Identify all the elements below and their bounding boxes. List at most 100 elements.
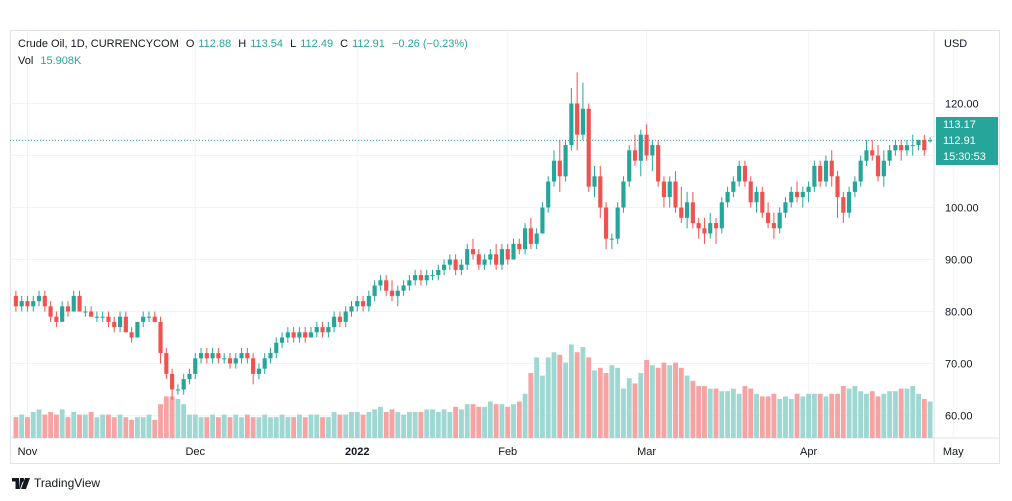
candle-body bbox=[285, 332, 290, 338]
volume-bar bbox=[163, 396, 169, 438]
x-tick-label: 2022 bbox=[345, 446, 369, 458]
candle-body bbox=[696, 223, 701, 229]
candle-body bbox=[835, 176, 840, 198]
candle-body bbox=[251, 358, 256, 374]
volume-bar bbox=[661, 362, 667, 438]
candle-body bbox=[690, 202, 695, 224]
volume-bar bbox=[325, 417, 331, 438]
low-value: 112.49 bbox=[300, 38, 334, 50]
symbol-label[interactable]: Crude Oil, 1D, CURRENCYCOM bbox=[18, 38, 179, 50]
volume-legend: Vol 15.908K bbox=[18, 55, 85, 67]
volume-bar bbox=[545, 357, 551, 438]
candle-body bbox=[13, 295, 18, 307]
volume-bar bbox=[910, 386, 916, 438]
brand-label[interactable]: TradingView bbox=[34, 476, 101, 490]
volume-bar bbox=[673, 362, 678, 438]
volume-bar bbox=[273, 417, 279, 438]
candle-body bbox=[615, 207, 620, 239]
volume-bar bbox=[389, 409, 395, 438]
volume-bar bbox=[77, 414, 82, 438]
candle-body bbox=[123, 316, 128, 333]
volume-bar bbox=[713, 388, 719, 438]
candle-body bbox=[210, 353, 215, 359]
volume-bar bbox=[615, 367, 621, 438]
ohlc-legend: Crude Oil, 1D, CURRENCYCOM O 112.88 H 113.… bbox=[18, 38, 472, 50]
volume-bar bbox=[53, 414, 59, 438]
candle-body bbox=[852, 181, 857, 192]
tradingview-logo-icon[interactable] bbox=[12, 477, 30, 489]
candle-body bbox=[384, 280, 389, 291]
volume-bar bbox=[268, 417, 273, 438]
volume-bar bbox=[621, 388, 626, 438]
volume-bar bbox=[748, 388, 754, 438]
volume-bar bbox=[140, 417, 146, 438]
footer: TradingView bbox=[12, 476, 100, 490]
volume-bar bbox=[331, 412, 337, 438]
volume-bar bbox=[730, 388, 736, 438]
volume-bar bbox=[609, 365, 615, 438]
candle-body bbox=[42, 295, 47, 307]
candle-body bbox=[256, 368, 261, 374]
y-tick-label: 80.00 bbox=[945, 307, 973, 319]
volume-bar bbox=[25, 417, 30, 438]
volume-bar bbox=[563, 362, 569, 438]
volume-bar bbox=[875, 396, 881, 438]
candle-body bbox=[245, 353, 250, 359]
x-tick-label: Dec bbox=[185, 446, 205, 458]
x-tick-label: Apr bbox=[800, 446, 817, 458]
volume-bar bbox=[435, 412, 441, 438]
currency-label[interactable]: USD bbox=[944, 38, 968, 50]
volume-key[interactable]: Vol bbox=[18, 55, 34, 67]
volume-bar bbox=[94, 417, 100, 438]
candle-body bbox=[841, 197, 846, 213]
volume-bar bbox=[476, 406, 482, 438]
candle-body bbox=[598, 176, 603, 208]
countdown-badge: 15:30:53 bbox=[936, 149, 998, 165]
volume-bar bbox=[864, 393, 869, 438]
volume-bar bbox=[869, 391, 875, 438]
candle-body bbox=[366, 295, 371, 307]
candle-body bbox=[164, 353, 169, 374]
candle-body bbox=[546, 181, 551, 208]
candle-body bbox=[378, 280, 383, 286]
chart-frame bbox=[10, 30, 1000, 464]
volume-bar bbox=[412, 412, 418, 438]
candle-body bbox=[528, 228, 533, 244]
candle-body bbox=[685, 202, 690, 218]
volume-bar bbox=[13, 417, 19, 438]
volume-bar bbox=[48, 412, 54, 438]
candle-body bbox=[823, 160, 829, 182]
volume-value: 15.908K bbox=[40, 55, 82, 67]
volume-bar bbox=[100, 414, 106, 438]
candle-body bbox=[303, 332, 308, 338]
y-tick-label: 60.00 bbox=[945, 411, 973, 423]
volume-bar bbox=[568, 344, 574, 438]
volume-bar bbox=[649, 365, 655, 438]
volume-bar bbox=[36, 409, 42, 438]
volume-bar bbox=[470, 404, 476, 438]
candle-body bbox=[94, 316, 99, 318]
volume-bar bbox=[482, 406, 488, 438]
volume-bar bbox=[667, 365, 673, 438]
volume-bar bbox=[580, 347, 586, 438]
volume-bar bbox=[123, 417, 129, 438]
candle-body bbox=[262, 358, 267, 369]
volume-bar bbox=[366, 412, 372, 438]
volume-bar bbox=[296, 414, 302, 438]
volume-bar bbox=[458, 409, 464, 438]
change-value: −0.26 (−0.23%) bbox=[391, 38, 468, 50]
open-key: O bbox=[185, 38, 195, 50]
candle-body bbox=[812, 165, 817, 187]
candle-body bbox=[679, 207, 684, 218]
last-price-badge: 112.91 bbox=[936, 133, 998, 149]
candle-body bbox=[112, 321, 117, 328]
candle-body bbox=[713, 223, 719, 229]
candle-body bbox=[667, 181, 672, 198]
volume-bar bbox=[152, 419, 158, 438]
candle-body bbox=[465, 249, 470, 265]
volume-bar bbox=[522, 393, 528, 438]
candle-body bbox=[783, 202, 788, 213]
y-tick-label: 70.00 bbox=[945, 359, 973, 371]
candle-body bbox=[152, 316, 157, 322]
